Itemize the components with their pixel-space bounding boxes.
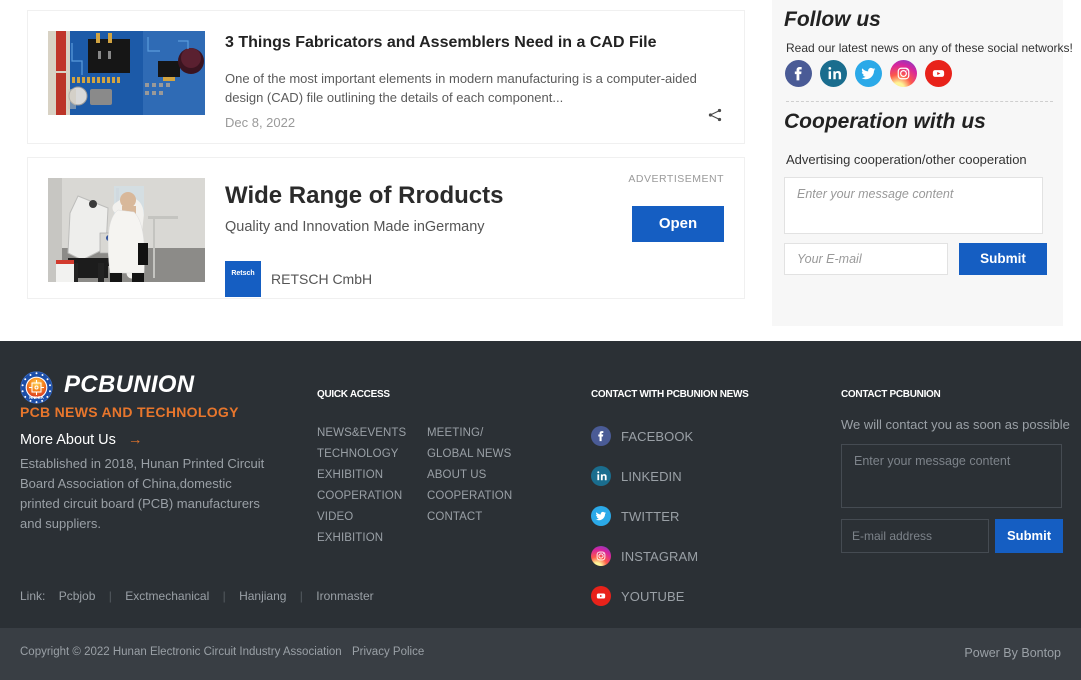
svg-text:HNFCA: HNFCA [29,395,43,400]
